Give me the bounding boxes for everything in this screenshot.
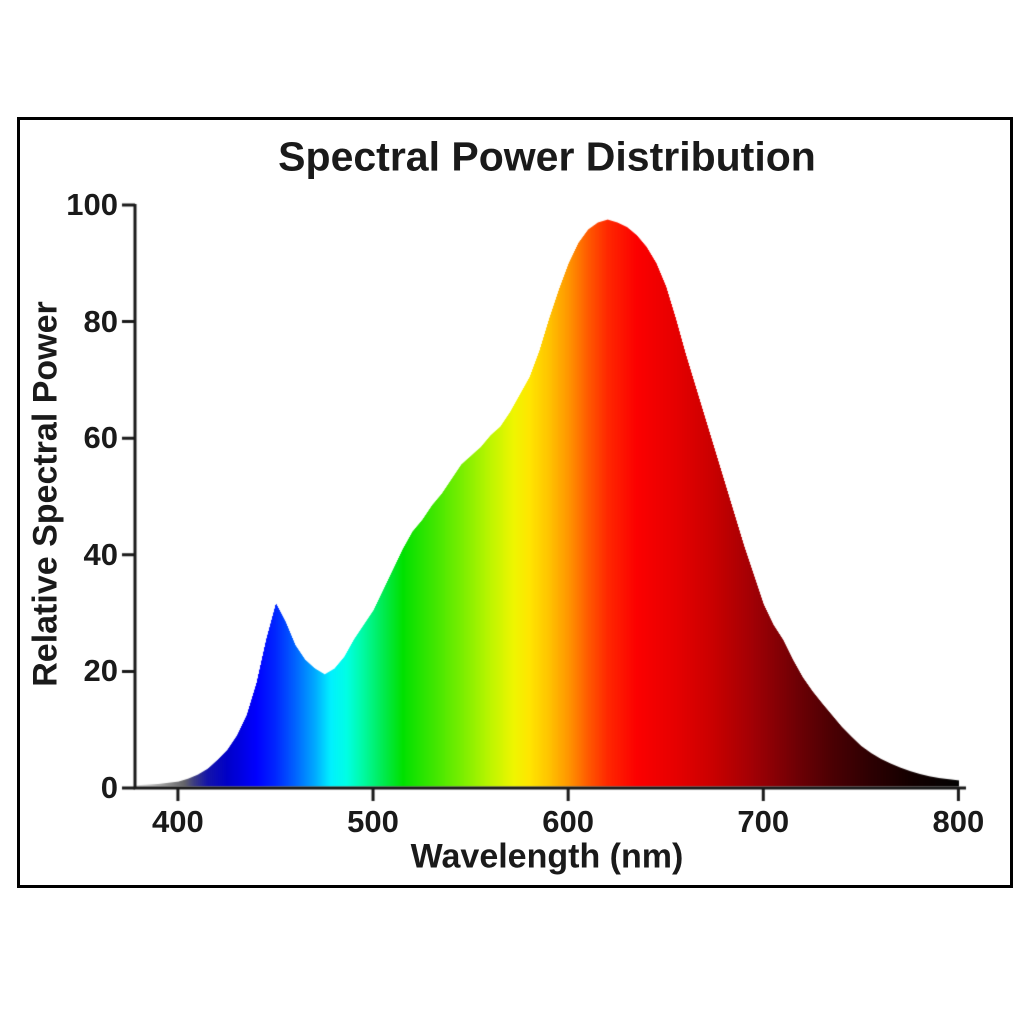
y-axis-title: Relative Spectral Power xyxy=(26,301,65,687)
y-tick-label: 80 xyxy=(83,303,118,339)
x-tick-label: 700 xyxy=(737,804,790,839)
y-tick-label: 0 xyxy=(100,770,118,805)
y-tick-label: 100 xyxy=(66,187,118,222)
figure-frame: Spectral Power Distribution Relative Spe… xyxy=(17,117,1013,888)
y-tick-label: 40 xyxy=(83,536,118,572)
x-tick-label: 400 xyxy=(152,804,204,839)
spd-area-chart-canvas xyxy=(20,120,1010,885)
x-tick-label: 800 xyxy=(932,804,985,839)
chart-title: Spectral Power Distribution xyxy=(278,133,816,180)
y-tick-label: 60 xyxy=(83,420,118,456)
x-tick-label: 600 xyxy=(542,804,595,839)
y-tick-label: 20 xyxy=(83,653,118,689)
x-tick-label: 500 xyxy=(347,804,399,839)
x-axis-title: Wavelength (nm) xyxy=(410,837,684,876)
